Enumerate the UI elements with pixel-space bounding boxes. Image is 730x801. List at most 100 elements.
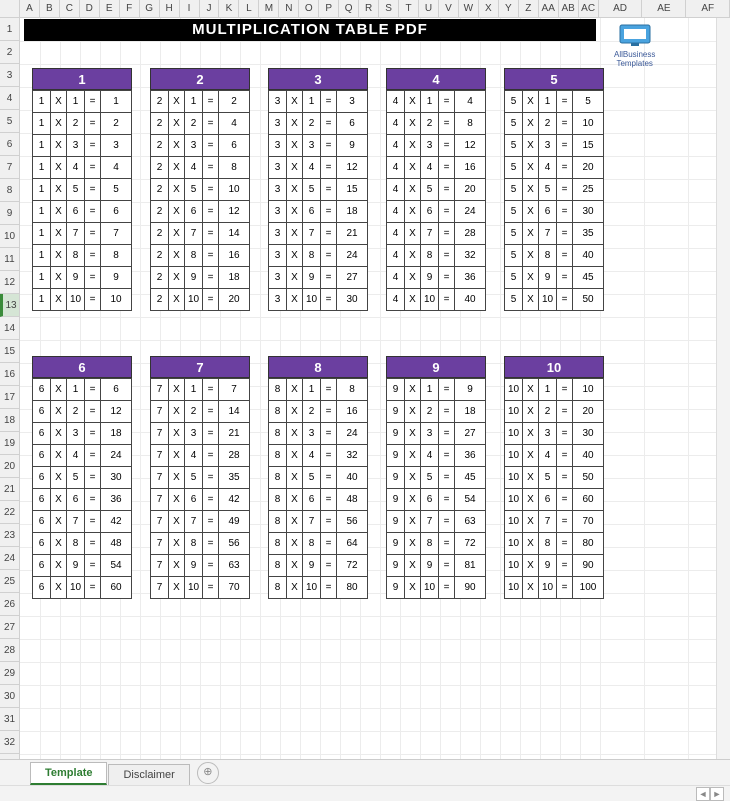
mult-cell: 10 bbox=[67, 577, 85, 599]
mult-cell: 2 bbox=[151, 91, 169, 113]
col-header[interactable]: L bbox=[239, 0, 259, 17]
row-header[interactable]: 22 bbox=[0, 501, 19, 524]
row-header[interactable]: 17 bbox=[0, 386, 19, 409]
mult-cell: 1 bbox=[539, 379, 557, 401]
col-header[interactable]: C bbox=[60, 0, 80, 17]
row-header[interactable]: 15 bbox=[0, 340, 19, 363]
horizontal-scrollbar[interactable]: ◄ ► bbox=[0, 785, 730, 801]
col-header[interactable]: V bbox=[439, 0, 459, 17]
row-header[interactable]: 12 bbox=[0, 271, 19, 294]
row-header[interactable]: 7 bbox=[0, 156, 19, 179]
mult-cell: 36 bbox=[455, 445, 486, 467]
sheet-tab-disclaimer[interactable]: Disclaimer bbox=[108, 764, 189, 785]
mult-cell: X bbox=[287, 489, 303, 511]
col-header[interactable]: AD bbox=[599, 0, 643, 17]
row-header[interactable]: 30 bbox=[0, 685, 19, 708]
col-header[interactable]: D bbox=[80, 0, 100, 17]
row-header[interactable]: 21 bbox=[0, 478, 19, 501]
add-sheet-button[interactable]: ⊕ bbox=[197, 762, 219, 784]
mult-cell: = bbox=[439, 555, 455, 577]
scroll-right-icon[interactable]: ► bbox=[710, 787, 724, 801]
row-header[interactable]: 31 bbox=[0, 708, 19, 731]
col-header[interactable]: K bbox=[219, 0, 239, 17]
row-header[interactable]: 10 bbox=[0, 225, 19, 248]
row-header[interactable]: 5 bbox=[0, 110, 19, 133]
sheet-tab-template[interactable]: Template bbox=[30, 762, 107, 785]
col-header[interactable]: AA bbox=[539, 0, 559, 17]
col-header[interactable]: T bbox=[399, 0, 419, 17]
row-header[interactable]: 20 bbox=[0, 455, 19, 478]
mult-cell: 8 bbox=[269, 467, 287, 489]
col-header[interactable]: AE bbox=[642, 0, 686, 17]
row-header[interactable]: 1 bbox=[0, 18, 19, 41]
mult-cell: 1 bbox=[33, 289, 51, 311]
mult-table-4: 44X1=44X2=84X3=124X4=164X5=204X6=244X7=2… bbox=[386, 68, 486, 311]
col-header[interactable]: F bbox=[120, 0, 140, 17]
mult-cell: 7 bbox=[151, 511, 169, 533]
col-header[interactable]: O bbox=[299, 0, 319, 17]
col-header[interactable]: AC bbox=[579, 0, 599, 17]
row-header[interactable]: 28 bbox=[0, 639, 19, 662]
col-header[interactable]: X bbox=[479, 0, 499, 17]
col-header[interactable]: G bbox=[140, 0, 160, 17]
col-header[interactable]: M bbox=[259, 0, 279, 17]
row-header[interactable]: 6 bbox=[0, 133, 19, 156]
col-header[interactable]: H bbox=[160, 0, 180, 17]
scroll-left-icon[interactable]: ◄ bbox=[696, 787, 710, 801]
mult-cell: = bbox=[85, 555, 101, 577]
row-header[interactable]: 13 bbox=[0, 294, 19, 317]
select-all-corner[interactable] bbox=[0, 0, 20, 17]
mult-cell: 1 bbox=[33, 267, 51, 289]
col-header[interactable]: A bbox=[20, 0, 40, 17]
grid-area[interactable]: MULTIPLICATION TABLE PDF AllBusinessTemp… bbox=[20, 18, 730, 759]
mult-cell: = bbox=[203, 135, 219, 157]
row-header[interactable]: 2 bbox=[0, 41, 19, 64]
col-header[interactable]: E bbox=[100, 0, 120, 17]
mult-cell: 70 bbox=[219, 577, 250, 599]
mult-cell: = bbox=[321, 223, 337, 245]
row-header[interactable]: 27 bbox=[0, 616, 19, 639]
col-header[interactable]: B bbox=[40, 0, 60, 17]
row-header[interactable]: 25 bbox=[0, 570, 19, 593]
col-header[interactable]: J bbox=[200, 0, 220, 17]
mult-cell: 3 bbox=[269, 201, 287, 223]
mult-cell: 5 bbox=[303, 467, 321, 489]
mult-cell: 72 bbox=[337, 555, 368, 577]
row-header[interactable]: 8 bbox=[0, 179, 19, 202]
mult-cell: 18 bbox=[219, 267, 250, 289]
row-header[interactable]: 29 bbox=[0, 662, 19, 685]
vertical-scrollbar[interactable] bbox=[716, 18, 730, 759]
row-header[interactable]: 4 bbox=[0, 87, 19, 110]
col-header[interactable]: S bbox=[379, 0, 399, 17]
spreadsheet-window: ABCDEFGHIJKLMNOPQRSTUVWXYZAAABACADAEAF 1… bbox=[0, 0, 730, 801]
row-header[interactable]: 32 bbox=[0, 731, 19, 754]
col-header[interactable]: I bbox=[180, 0, 200, 17]
row-header[interactable]: 3 bbox=[0, 64, 19, 87]
row-header[interactable]: 9 bbox=[0, 202, 19, 225]
mult-cell: 1 bbox=[33, 91, 51, 113]
col-header[interactable]: R bbox=[359, 0, 379, 17]
mult-cell: 14 bbox=[219, 401, 250, 423]
col-header[interactable]: Y bbox=[499, 0, 519, 17]
row-header[interactable]: 19 bbox=[0, 432, 19, 455]
mult-cell: X bbox=[523, 489, 539, 511]
row-header[interactable]: 23 bbox=[0, 524, 19, 547]
mult-cell: 48 bbox=[337, 489, 368, 511]
row-header[interactable]: 26 bbox=[0, 593, 19, 616]
col-header[interactable]: N bbox=[279, 0, 299, 17]
col-header[interactable]: AB bbox=[559, 0, 579, 17]
col-header[interactable]: P bbox=[319, 0, 339, 17]
row-header[interactable]: 18 bbox=[0, 409, 19, 432]
col-header[interactable]: Z bbox=[519, 0, 539, 17]
col-header[interactable]: W bbox=[459, 0, 479, 17]
col-header[interactable]: Q bbox=[339, 0, 359, 17]
row-header[interactable]: 11 bbox=[0, 248, 19, 271]
row-header[interactable]: 16 bbox=[0, 363, 19, 386]
mult-cell: = bbox=[557, 423, 573, 445]
mult-cell: 4 bbox=[539, 445, 557, 467]
col-header[interactable]: U bbox=[419, 0, 439, 17]
row-header[interactable]: 14 bbox=[0, 317, 19, 340]
row-header[interactable]: 24 bbox=[0, 547, 19, 570]
mult-cell: = bbox=[557, 445, 573, 467]
col-header[interactable]: AF bbox=[686, 0, 730, 17]
